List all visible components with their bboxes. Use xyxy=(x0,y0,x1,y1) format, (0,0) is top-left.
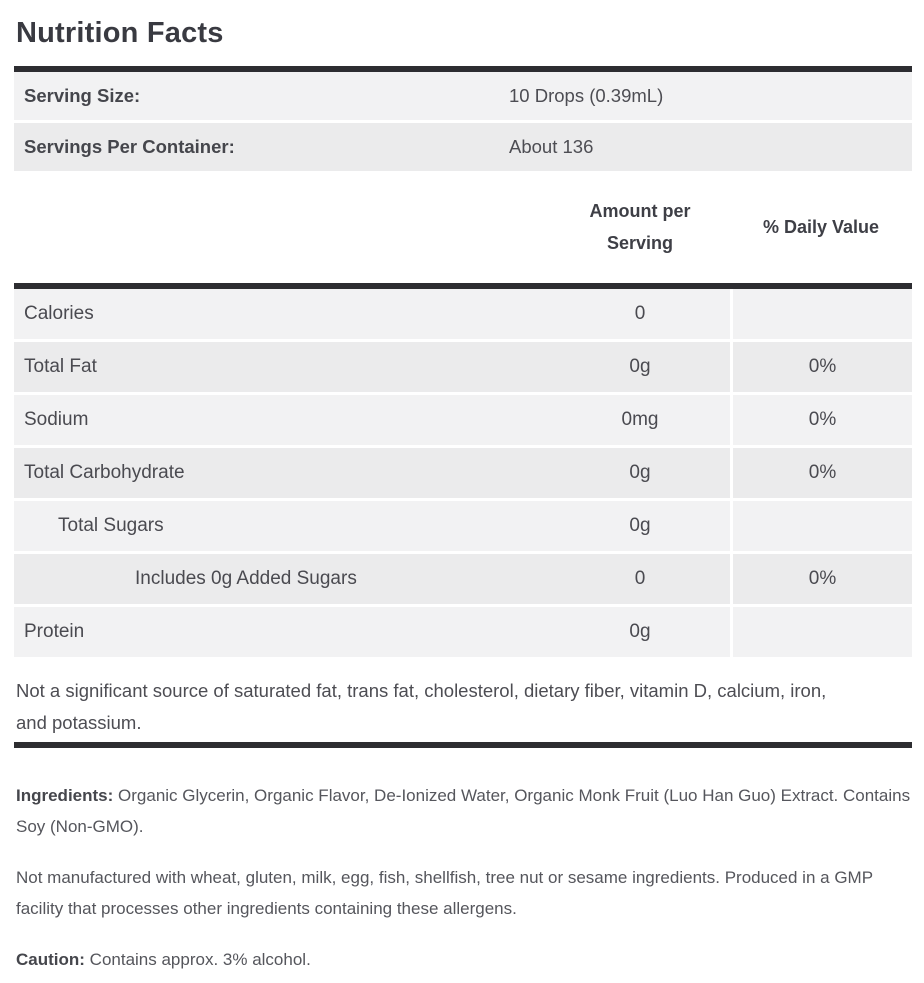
nutrient-amount-value: 0g xyxy=(629,515,651,536)
nutrient-label: Includes 0g Added Sugars xyxy=(135,568,357,589)
label-paragraph: Caution: Contains approx. 3% alcohol. xyxy=(14,944,912,975)
nutrition-facts-panel: Nutrition Facts Serving Size: 10 Drops (… xyxy=(0,14,924,975)
nutrient-amount-value: 0 xyxy=(634,303,646,324)
serving-info-label: Servings Per Container: xyxy=(24,136,235,157)
table-column-headers: Amount per Serving % Daily Value xyxy=(14,171,912,283)
paragraph-bold-lead: Ingredients: xyxy=(16,786,114,805)
nutrition-footnote: Not a significant source of saturated fa… xyxy=(16,680,827,733)
table-row: Sodium 0mg 0% xyxy=(14,395,912,445)
nutrient-daily-value xyxy=(730,607,912,657)
paragraph-text: Not manufactured with wheat, gluten, mil… xyxy=(16,868,873,918)
table-row: Protein 0g xyxy=(14,607,912,657)
table-row: Total Sugars 0g xyxy=(14,501,912,551)
nutrient-table: Calories 0 Total Fat 0g 0% Sodium 0mg 0%… xyxy=(14,289,912,657)
table-row: Includes 0g Added Sugars 0 0% xyxy=(14,554,912,604)
nutrient-label: Sodium xyxy=(24,409,89,430)
nutrient-label: Calories xyxy=(24,303,94,324)
label-paragraph: Ingredients: Organic Glycerin, Organic F… xyxy=(14,780,912,842)
nutrient-daily-value: 0% xyxy=(730,342,912,392)
serving-info-value: About 136 xyxy=(509,136,594,157)
amount-per-serving-header: Amount per Serving xyxy=(589,201,691,253)
serving-info-value: 10 Drops (0.39mL) xyxy=(509,85,664,106)
table-row: Total Carbohydrate 0g 0% xyxy=(14,448,912,498)
nutrient-amount-value: 0mg xyxy=(621,409,659,430)
nutrient-daily-value: 0% xyxy=(730,448,912,498)
page-title: Nutrition Facts xyxy=(16,17,224,49)
paragraph-text: Organic Glycerin, Organic Flavor, De-Ion… xyxy=(16,786,911,836)
nutrient-label: Total Carbohydrate xyxy=(24,462,185,483)
daily-value-header: % Daily Value xyxy=(762,216,880,237)
serving-info-row: Servings Per Container: About 136 xyxy=(14,123,912,171)
serving-info-row: Serving Size: 10 Drops (0.39mL) xyxy=(14,72,912,120)
serving-info-section: Serving Size: 10 Drops (0.39mL) Servings… xyxy=(14,72,912,171)
nutrient-daily-value xyxy=(730,289,912,339)
nutrient-amount-value: 0g xyxy=(629,462,651,483)
nutrient-daily-value: 0% xyxy=(730,554,912,604)
nutrient-daily-value: 0% xyxy=(730,395,912,445)
nutrient-label: Protein xyxy=(24,621,85,642)
paragraph-bold-lead: Caution: xyxy=(16,950,85,969)
divider-bar-header xyxy=(14,283,912,289)
nutrient-daily-value xyxy=(730,501,912,551)
nutrient-label: Total Sugars xyxy=(58,515,164,536)
amount-per-serving-header-cell: Amount per Serving xyxy=(550,195,730,259)
nutrient-amount-value: 0 xyxy=(634,568,646,589)
paragraph-text: Contains approx. 3% alcohol. xyxy=(84,950,311,969)
divider-bar-top xyxy=(14,66,912,72)
table-row: Calories 0 xyxy=(14,289,912,339)
nutrient-amount-value: 0g xyxy=(629,621,651,642)
serving-info-label: Serving Size: xyxy=(24,85,141,106)
label-paragraph: Not manufactured with wheat, gluten, mil… xyxy=(14,862,912,924)
label-paragraphs-section: Ingredients: Organic Glycerin, Organic F… xyxy=(14,780,912,975)
divider-bar-bottom xyxy=(14,742,912,748)
table-row: Total Fat 0g 0% xyxy=(14,342,912,392)
nutrient-label: Total Fat xyxy=(24,356,97,377)
nutrient-amount-value: 0g xyxy=(629,356,651,377)
